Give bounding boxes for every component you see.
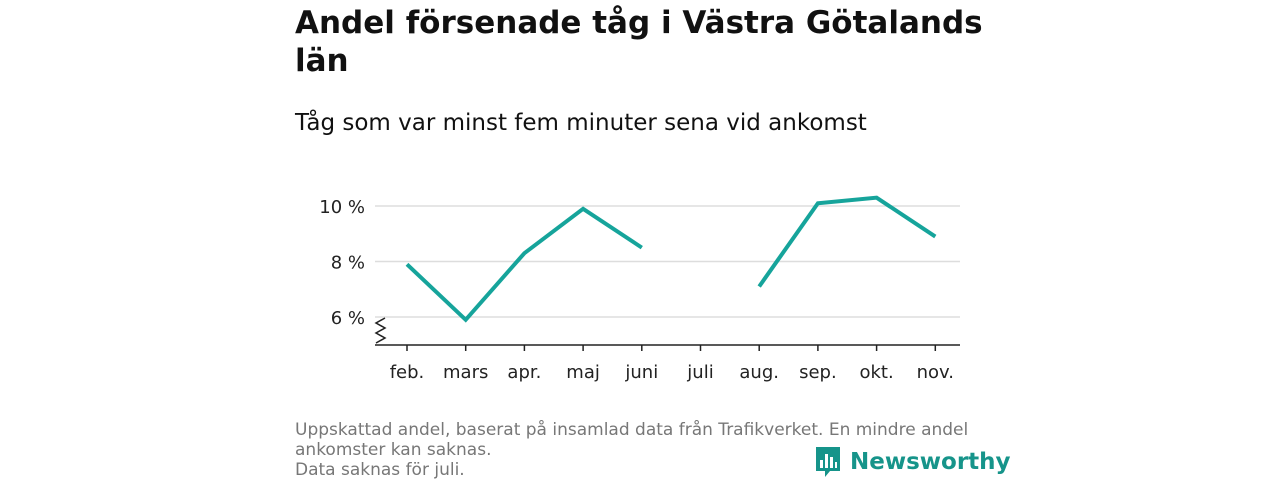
- x-tick-label: nov.: [917, 362, 954, 383]
- x-axis: feb. mars apr. maj juni juli aug. sep. okt. nov.: [375, 344, 960, 383]
- x-tick-label: okt.: [859, 362, 893, 383]
- x-tick-label: aug.: [739, 362, 779, 383]
- x-tick-label: feb.: [390, 362, 425, 383]
- y-tick-label: 6 %: [331, 308, 365, 329]
- x-tick-label: sep.: [799, 362, 837, 383]
- line-chart: 6 % 8 % 10 % feb. mars apr. maj juni juli aug. se…: [319, 195, 960, 383]
- footnote-line-1: Uppskattad andel, baserat på insamlad da…: [295, 420, 969, 440]
- newsworthy-bar-chart-icon: [816, 447, 840, 477]
- x-tick-label: mars: [443, 362, 488, 383]
- y-axis: 6 % 8 % 10 %: [319, 197, 387, 344]
- footnote-line-3: Data saknas för juli.: [295, 460, 465, 480]
- chart-subtitle: Tåg som var minst fem minuter sena vid a…: [295, 110, 867, 136]
- logo-text: Newsworthy: [850, 449, 1011, 475]
- footnote: Uppskattad andel, baserat på insamlad da…: [295, 420, 985, 480]
- x-tick-label: apr.: [507, 362, 541, 383]
- x-tick-label: juni: [624, 362, 658, 383]
- y-tick-label: 10 %: [319, 197, 365, 218]
- chart-card: Andel försenade tåg i Västra Götalands l…: [295, 0, 1011, 480]
- series-line-segment: [757, 195, 937, 288]
- grid-layer: [375, 205, 960, 318]
- chart-title: Andel försenade tåg i Västra Götalands l…: [295, 5, 983, 79]
- x-tick-label: maj: [566, 362, 600, 383]
- newsworthy-logo[interactable]: Newsworthy: [814, 444, 1011, 480]
- series-line-segment: [405, 206, 643, 323]
- footnote-line-2: ankomster kan saknas.: [295, 440, 492, 460]
- y-tick-label: 8 %: [331, 253, 365, 274]
- series-layer: [405, 195, 937, 323]
- x-tick-label: juli: [686, 362, 713, 383]
- axis-break-icon: [374, 317, 387, 344]
